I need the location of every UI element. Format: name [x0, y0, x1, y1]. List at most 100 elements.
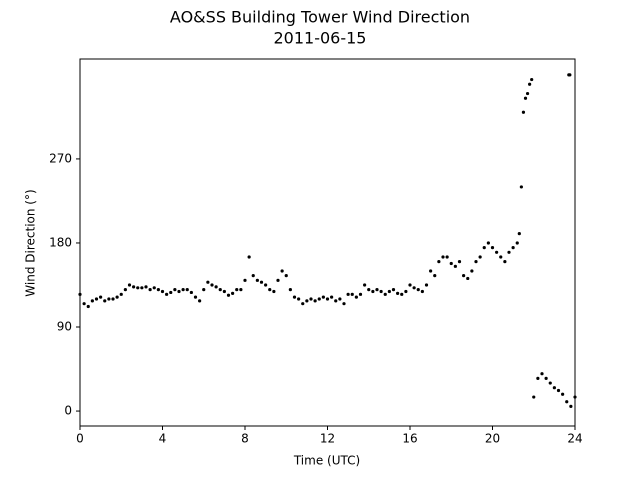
data-point	[433, 274, 437, 278]
data-point	[363, 283, 367, 287]
data-point	[239, 288, 243, 292]
data-point	[342, 302, 346, 306]
data-point	[313, 299, 317, 303]
data-point	[152, 286, 156, 290]
data-point	[144, 285, 148, 289]
data-point	[507, 250, 511, 254]
data-point	[367, 288, 371, 292]
data-point	[396, 291, 400, 295]
data-point	[222, 289, 226, 294]
x-tick-label: 24	[567, 432, 582, 446]
data-point	[268, 288, 272, 292]
data-point	[177, 289, 181, 294]
data-point	[466, 276, 470, 281]
data-point	[160, 289, 165, 294]
data-point	[198, 299, 202, 303]
data-point	[521, 110, 526, 114]
data-point	[532, 395, 536, 399]
data-point	[569, 404, 573, 408]
data-point	[325, 297, 330, 301]
data-point	[206, 280, 210, 284]
data-point	[478, 255, 482, 259]
data-point	[301, 302, 305, 306]
data-point	[503, 260, 507, 264]
data-point	[132, 285, 136, 289]
data-point	[111, 297, 115, 301]
data-point	[486, 241, 490, 245]
plot-frame	[79, 58, 576, 427]
data-point	[540, 372, 544, 376]
data-point	[156, 288, 160, 292]
data-point	[495, 250, 499, 254]
data-point	[317, 297, 321, 301]
data-point	[115, 295, 119, 299]
data-point	[292, 295, 297, 299]
data-point	[523, 96, 528, 100]
data-point	[189, 290, 193, 295]
data-point	[420, 289, 424, 294]
data-point	[140, 286, 144, 290]
data-point	[490, 246, 495, 250]
data-point	[511, 246, 515, 250]
data-point	[462, 274, 466, 278]
data-point	[515, 241, 519, 245]
data-point	[123, 288, 127, 292]
data-point	[346, 292, 350, 296]
data-point	[90, 299, 94, 303]
data-point	[297, 297, 301, 301]
data-point	[226, 293, 231, 297]
data-point	[284, 274, 288, 278]
data-point	[408, 283, 412, 287]
data-point	[247, 255, 251, 259]
data-point	[371, 289, 375, 294]
data-point	[387, 289, 391, 294]
x-tick-label: 20	[485, 432, 500, 446]
data-point	[235, 288, 239, 292]
data-point	[330, 295, 334, 299]
data-point	[309, 297, 313, 301]
data-point	[429, 269, 433, 273]
data-point	[528, 82, 532, 86]
data-point	[218, 288, 222, 292]
data-point	[474, 260, 478, 264]
data-point	[107, 297, 111, 301]
data-point	[136, 286, 140, 290]
y-tick-label: 90	[57, 320, 72, 334]
data-point	[264, 283, 268, 287]
data-point	[375, 288, 379, 292]
data-point	[94, 297, 99, 301]
data-point	[519, 185, 523, 189]
data-point	[127, 283, 132, 287]
data-point	[103, 299, 107, 303]
x-tick-label: 4	[159, 432, 167, 446]
data-point	[148, 288, 152, 292]
data-point	[441, 255, 445, 259]
data-point	[517, 232, 521, 236]
data-point	[561, 392, 565, 396]
data-point	[202, 288, 206, 292]
x-axis-label: Time (UTC)	[293, 454, 360, 468]
data-point	[169, 290, 173, 295]
data-point	[321, 295, 325, 299]
data-point	[530, 77, 534, 82]
data-point	[185, 288, 189, 292]
data-point	[193, 295, 198, 299]
y-tick-label: 270	[49, 151, 72, 165]
x-tick-label: 0	[76, 432, 84, 446]
data-point	[354, 295, 358, 299]
data-point	[99, 295, 103, 299]
data-point	[568, 73, 572, 77]
data-point	[119, 292, 123, 296]
y-tick-label: 0	[64, 404, 72, 418]
data-point	[272, 289, 276, 294]
data-point	[470, 269, 474, 273]
data-point	[453, 264, 457, 268]
data-point	[416, 288, 420, 292]
data-point	[255, 278, 259, 282]
data-point	[350, 292, 354, 296]
data-point	[544, 376, 548, 380]
data-point	[525, 91, 530, 96]
data-point	[548, 381, 552, 385]
data-point	[383, 292, 387, 296]
